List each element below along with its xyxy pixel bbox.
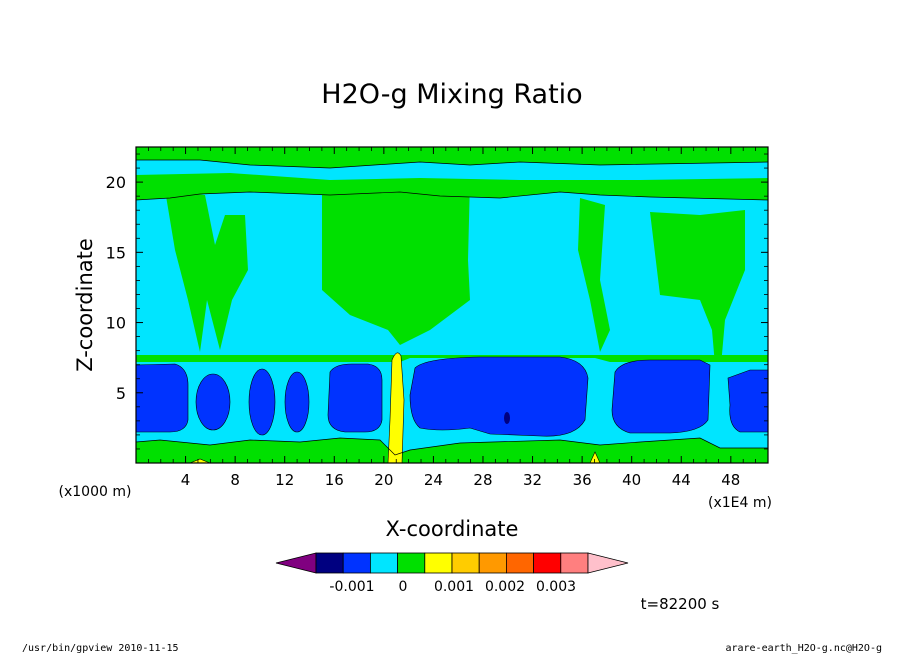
y-tick-label: 20 xyxy=(106,173,126,192)
colorbar-label: -0.001 xyxy=(329,579,374,595)
x-tick-label: 20 xyxy=(374,471,393,489)
x-tick-label: 44 xyxy=(672,471,691,489)
y-tick-label: 15 xyxy=(106,243,126,262)
blue-regions xyxy=(136,356,768,437)
colorbar-segment xyxy=(533,552,562,574)
x-tick-label: 16 xyxy=(325,471,344,489)
blue-cell-6 xyxy=(409,356,589,437)
x-tick-label: 48 xyxy=(721,471,740,489)
blue-cell-4 xyxy=(284,371,310,433)
colorbar-label: 0.001 xyxy=(434,579,474,595)
plot-area xyxy=(136,147,768,463)
time-label: t=82200 s xyxy=(641,595,720,613)
x-unit-right: (x1E4 m) xyxy=(708,495,772,511)
blue-cell-7 xyxy=(611,359,711,434)
green-right-plume xyxy=(578,198,610,352)
blue-cell-3 xyxy=(248,368,276,436)
green-left-plume xyxy=(165,190,248,352)
yellow-column xyxy=(387,352,405,463)
contour-top xyxy=(136,159,768,169)
colorbar-arrow-high xyxy=(587,552,629,574)
x-tick-label: 32 xyxy=(523,471,542,489)
chart-title: H2O-g Mixing Ratio xyxy=(321,79,582,110)
colorbar-segment xyxy=(560,552,589,574)
colorbar-segment xyxy=(451,552,480,574)
colorbar-segment xyxy=(478,552,507,574)
colorbar-label: 0.003 xyxy=(536,579,576,595)
x-tick-label: 40 xyxy=(622,471,641,489)
x-tick-label: 24 xyxy=(424,471,443,489)
colorbar-segment xyxy=(342,552,371,574)
colorbar-segment xyxy=(505,552,534,574)
contour-lines xyxy=(136,159,768,456)
colorbar-segment xyxy=(397,552,426,574)
x-unit-left: (x1000 m) xyxy=(59,484,132,500)
x-tick-label: 8 xyxy=(230,471,240,489)
colorbar-label: 0.002 xyxy=(485,579,525,595)
y-axis: 5 10 15 20 xyxy=(106,153,768,450)
yellow-spot-left xyxy=(189,458,211,463)
contour-upper xyxy=(136,191,768,201)
x-tick-label: 28 xyxy=(473,471,492,489)
yellow-spot-right xyxy=(589,451,601,463)
x-tick-label: 36 xyxy=(573,471,592,489)
footer-left: /usr/bin/gpview 2010-11-15 xyxy=(22,643,179,654)
x-axis-label: X-coordinate xyxy=(386,517,519,541)
x-tick-label: 4 xyxy=(181,471,191,489)
colorbar xyxy=(275,552,629,574)
blue-cell-2 xyxy=(195,373,231,431)
plot-frame xyxy=(135,146,769,464)
y-tick-label: 10 xyxy=(106,314,126,333)
x-axis: 4 8 12 16 20 24 28 32 36 40 44 48 xyxy=(147,147,757,489)
colorbar-arrow-low xyxy=(275,552,317,574)
y-axis-label: Z-coordinate xyxy=(73,238,97,372)
y-tick-label: 5 xyxy=(116,384,126,403)
colorbar-segment xyxy=(315,552,344,574)
blue-cell-8 xyxy=(727,369,768,433)
colorbar-label: 0 xyxy=(399,579,408,595)
darkblue-spot xyxy=(504,412,510,424)
colorbar-segment xyxy=(369,552,398,574)
colorbar-segment xyxy=(424,552,453,574)
contour-lower xyxy=(136,437,768,456)
blue-cell-5 xyxy=(327,363,383,433)
colorbar-labels: -0.001 0 0.001 0.002 0.003 xyxy=(329,579,576,595)
blue-cell-1 xyxy=(136,363,189,433)
footer-right: arare-earth_H2O-g.nc@H2O-g xyxy=(725,643,882,654)
x-tick-label: 12 xyxy=(275,471,294,489)
green-far-right-plume xyxy=(650,210,745,400)
green-top-band xyxy=(136,147,768,168)
green-center-column xyxy=(322,180,470,345)
